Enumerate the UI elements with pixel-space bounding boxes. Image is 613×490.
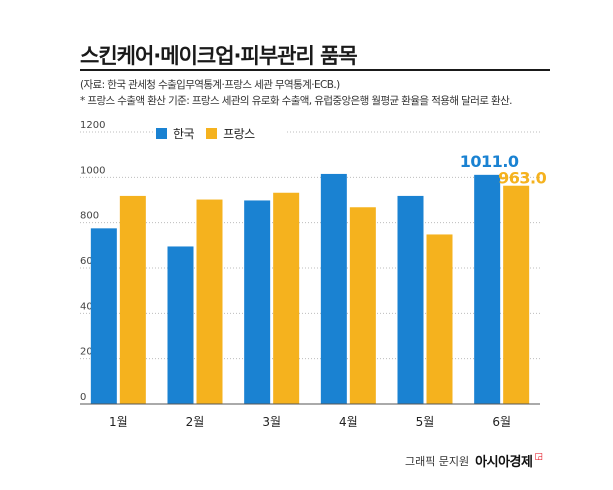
legend: 한국 프랑스 [155, 123, 287, 143]
x-tick-label: 6월 [492, 415, 511, 429]
y-tick-label: 800 [80, 211, 99, 222]
y-tick-label: 400 [80, 301, 99, 312]
bar-korea [167, 246, 194, 404]
data-label-france: 963.0 [498, 169, 546, 188]
legend-swatch-france [206, 127, 218, 139]
x-tick-label: 1월 [109, 415, 128, 429]
title-divider [80, 69, 550, 71]
bar-korea [474, 174, 501, 404]
x-tick-label: 3월 [262, 415, 281, 429]
bar-france [349, 207, 376, 404]
data-label-korea: 1011.0 [460, 152, 519, 171]
bar-korea [320, 173, 347, 404]
bar-korea [90, 228, 117, 404]
bar-france [119, 195, 146, 404]
legend-item-korea: 한국 [156, 125, 195, 142]
bar-france [426, 234, 453, 404]
chart-title: 스킨케어·메이크업·피부관리 품목 [80, 44, 358, 68]
legend-label-korea: 한국 [173, 126, 195, 141]
y-tick-label: 1200 [80, 120, 105, 131]
legend-swatch-korea [156, 127, 167, 139]
legend-label-france: 프랑스 [223, 126, 255, 141]
bar-korea [397, 195, 424, 404]
source-text: (자료: 한국 관세청 수출입무역통계·프랑스 세관 무역통계·ECB.) [80, 79, 340, 91]
y-tick-label: 1000 [80, 165, 105, 176]
y-tick-label: 200 [80, 347, 99, 358]
x-tick-label: 5월 [416, 415, 435, 429]
legend-item-france: 프랑스 [206, 125, 255, 142]
publisher-logo: 아시아경제 [475, 455, 533, 470]
x-tick-label: 2월 [186, 415, 205, 429]
bar-korea [244, 200, 271, 404]
footnote-text: * 프랑스 수출액 환산 기준: 프랑스 세관의 유로화 수출액, 유럽중앙은행… [80, 95, 513, 107]
bar-france [503, 185, 530, 404]
bar-france [196, 199, 223, 404]
bar-france [273, 192, 300, 404]
publisher-logo-mark: ◲ [534, 451, 543, 462]
credit-author: 그래픽 문지원 [404, 454, 470, 468]
y-tick-label: 600 [80, 256, 99, 267]
x-tick-label: 4월 [339, 415, 358, 429]
graphic-credit: 그래픽 문지원 아시아경제 ◲ [404, 451, 543, 471]
y-tick-label: 0 [80, 392, 86, 403]
